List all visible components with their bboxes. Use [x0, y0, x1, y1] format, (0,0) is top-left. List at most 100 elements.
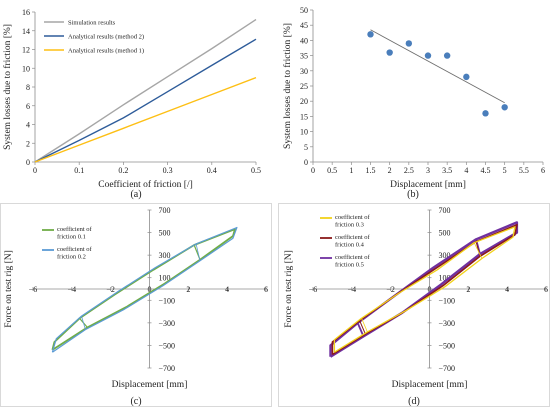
panel-caption: (c) — [130, 396, 141, 407]
data-point — [386, 49, 393, 56]
chart-panel-d: −6 −4 −2 0 2 4 6 −700 −500 −300 −100 100 300 500 700 co… — [278, 203, 550, 407]
y-tick-label: 12 — [22, 46, 30, 55]
x-tick-label: 0.5 — [251, 166, 261, 175]
x-axis-label: Displacement [mm] — [392, 380, 468, 390]
x-tick-label: 0.3 — [163, 166, 173, 175]
y-tick-label: 700 — [159, 206, 171, 215]
y-tick-label: 45 — [300, 21, 308, 30]
legend-label: coefficient of friction 0.4 — [335, 234, 371, 249]
y-tick-label: 40 — [300, 36, 308, 45]
y-tick-label: 5 — [304, 143, 308, 152]
y-tick-label: 25 — [300, 82, 308, 91]
x-tick-label: 4 — [505, 285, 509, 294]
loop-inner-segment — [361, 318, 368, 333]
series-line-3 — [34, 76, 257, 163]
x-tick-label: 3 — [426, 166, 430, 175]
y-tick-label: 10 — [22, 64, 30, 73]
y-tick-label: −500 — [159, 341, 176, 350]
x-tick-label: 3.5 — [442, 166, 452, 175]
legend-label: coefficient of friction 0.2 — [57, 246, 93, 261]
data-point — [501, 104, 508, 111]
x-tick-label: 6 — [544, 285, 548, 294]
loop-inner-segment — [473, 242, 483, 259]
loop-series-3 — [333, 226, 516, 353]
panel-frame — [0, 203, 272, 407]
y-axis-label: System losses due to friction [%] — [2, 24, 13, 150]
x-tick-label: −6 — [309, 285, 318, 294]
y-axis-label: System losses due to friction [%] — [282, 23, 293, 149]
series-line-1 — [34, 18, 257, 163]
y-tick-label: 8 — [26, 83, 30, 92]
legend-label-line-1: coefficient of — [335, 214, 371, 221]
x-tick-label: 0 — [148, 285, 152, 294]
x-tick-label: 0.5 — [327, 166, 337, 175]
legend-label: coefficient of friction 0.3 — [335, 214, 371, 229]
legend-label-line-2: friction 0.5 — [335, 262, 364, 269]
data-point — [367, 31, 374, 38]
x-tick-label: 0.2 — [118, 166, 128, 175]
x-tick-label: 2 — [388, 166, 392, 175]
legend-label: coefficient of friction 0.1 — [57, 226, 93, 241]
legend-label-line-2: friction 0.4 — [335, 242, 365, 249]
y-tick-label: 15 — [300, 112, 308, 121]
loop-inner-segment — [356, 322, 365, 337]
x-tick-label: 0.1 — [74, 166, 84, 175]
y-tick-label: 500 — [159, 229, 171, 238]
y-tick-label: 700 — [439, 206, 451, 215]
y-tick-label: 300 — [439, 251, 451, 260]
y-tick-label: 10 — [300, 128, 308, 137]
chart-panel-b: 0 0.5 1 1.5 2 2.5 3 3.5 4 4.5 5 5.5 6 0 5 10 15 20 25 30 35 4… — [282, 6, 545, 200]
x-axis-label: Displacement [mm] — [112, 380, 188, 390]
data-point — [405, 40, 413, 47]
y-tick-label: −100 — [159, 296, 176, 305]
legend-label-line-2: friction 0.3 — [335, 222, 364, 229]
panel-caption: (a) — [130, 189, 141, 200]
y-tick-label: −300 — [439, 319, 456, 328]
x-tick-label: 4.5 — [481, 166, 491, 175]
x-axis-label: Displacement [mm] — [390, 180, 466, 190]
x-tick-label: 0 — [33, 166, 37, 175]
panel-caption: (d) — [408, 396, 420, 407]
y-tick-label: −700 — [439, 364, 456, 373]
y-tick-label: 20 — [300, 97, 308, 106]
x-tick-label: 6 — [264, 285, 268, 294]
trendline — [370, 29, 505, 104]
x-tick-label: 2 — [186, 285, 190, 294]
x-tick-label: 5 — [503, 166, 507, 175]
x-tick-label: −2 — [386, 285, 395, 294]
legend-label-line-1: coefficient of — [335, 254, 371, 261]
x-tick-label: 6 — [541, 166, 545, 175]
series-line-2 — [34, 38, 257, 163]
y-tick-label: 2 — [26, 139, 30, 148]
loop-inner-segment — [359, 320, 366, 335]
y-tick-label: −300 — [159, 319, 176, 328]
y-tick-label: 30 — [300, 67, 308, 76]
x-tick-label: 4 — [464, 166, 468, 175]
data-point — [443, 52, 451, 59]
y-tick-label: 500 — [439, 229, 451, 238]
legend-label: Analytical results (method 2) — [68, 34, 144, 41]
x-tick-label: 1 — [349, 166, 353, 175]
y-tick-label: 35 — [300, 52, 308, 61]
y-tick-label: −100 — [439, 296, 456, 305]
y-tick-label: 0 — [26, 158, 30, 167]
y-tick-label: 300 — [159, 251, 171, 260]
y-tick-label: 6 — [26, 102, 30, 111]
chart-panel-c: −6 −4 −2 0 2 4 6 −700 −500 −300 −100 100 300 500 700 co… — [0, 203, 272, 407]
x-tick-label: 5.5 — [519, 166, 529, 175]
x-tick-label: 2 — [466, 285, 470, 294]
legend-label-line-2: friction 0.1 — [57, 234, 86, 241]
loop-inner-segment — [195, 243, 201, 261]
x-tick-label: 4 — [225, 285, 229, 294]
y-tick-label: 4 — [26, 121, 30, 130]
y-tick-label: 14 — [22, 27, 30, 36]
legend-label: coefficient of friction 0.5 — [335, 254, 371, 269]
y-tick-label: 100 — [159, 274, 171, 283]
y-axis-label: Force on test rig [N] — [4, 250, 14, 328]
loop-inner-segment — [81, 315, 86, 330]
y-tick-label: 0 — [304, 158, 308, 167]
x-axis-label: Coefficient of friction [/] — [98, 179, 193, 190]
panel-caption: (b) — [407, 189, 419, 200]
y-tick-label: −700 — [159, 364, 176, 373]
